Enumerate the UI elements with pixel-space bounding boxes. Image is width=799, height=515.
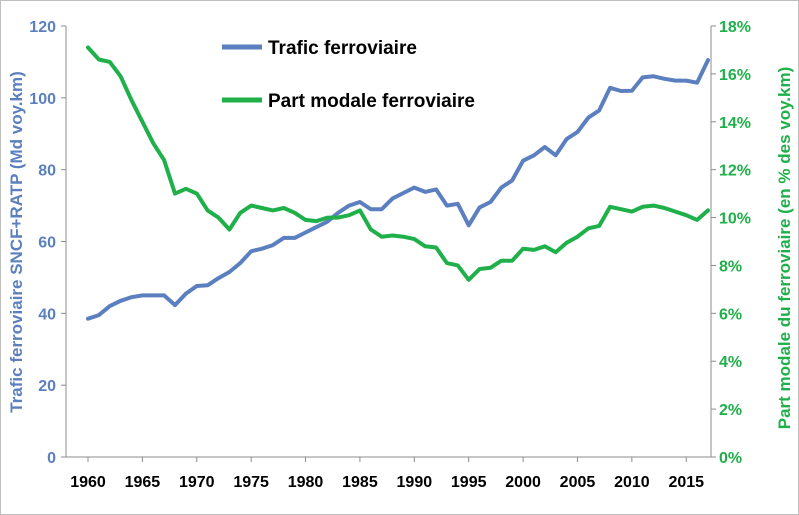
y-right-tick-label: 12% <box>719 163 751 180</box>
x-tick-label: 1960 <box>70 474 106 491</box>
series-lines <box>86 45 710 321</box>
y-axis-right-label: Part modale du ferroviaire (en % des voy… <box>775 67 794 429</box>
y-right-tick-label: 18% <box>719 19 751 36</box>
x-axis-ticks: 1960 1965 1970 1975 1980 1985 1990 1995 2000 2005… <box>70 457 704 491</box>
y-right-tick-label: 14% <box>719 115 751 132</box>
right-axis-ticks: 0% 2% 4% 6% 8% 10% 12% 14% 16% 18% <box>711 19 751 467</box>
y-right-tick-label: 4% <box>719 354 742 371</box>
y-axis-left-label: Trafic ferroviaire SNCF+RATP (Md voy.km) <box>7 71 26 413</box>
x-tick-label: 2010 <box>614 474 650 491</box>
y-right-tick-label: 16% <box>719 67 751 84</box>
y-left-tick-label: 120 <box>29 19 56 36</box>
x-tick-label: 1985 <box>342 474 378 491</box>
x-tick-label: 1990 <box>397 474 433 491</box>
y-left-tick-label: 20 <box>38 378 56 395</box>
x-tick-label: 1965 <box>125 474 161 491</box>
legend-label-part-modale: Part modale ferroviaire <box>268 91 475 112</box>
left-axis-ticks: 0 20 40 60 80 100 120 <box>29 19 66 467</box>
y-left-tick-label: 0 <box>47 450 56 467</box>
x-tick-label: 1980 <box>288 474 324 491</box>
x-tick-label: 2015 <box>668 474 704 491</box>
y-left-tick-label: 80 <box>38 163 56 180</box>
legend-label-trafic: Trafic ferroviaire <box>268 38 417 59</box>
series-line-trafic <box>86 58 710 321</box>
x-tick-label: 2005 <box>560 474 596 491</box>
legend: Trafic ferroviaire Part modale ferroviai… <box>222 38 475 112</box>
y-right-tick-label: 0% <box>719 450 742 467</box>
y-right-tick-label: 2% <box>719 402 742 419</box>
y-right-tick-label: 6% <box>719 306 742 323</box>
y-left-tick-label: 60 <box>38 235 56 252</box>
x-tick-label: 1995 <box>451 474 487 491</box>
x-tick-label: 2000 <box>505 474 541 491</box>
x-tick-label: 1975 <box>233 474 269 491</box>
x-tick-label: 1970 <box>179 474 215 491</box>
series-line-part-modale <box>86 45 710 282</box>
y-left-tick-label: 40 <box>38 306 56 323</box>
y-right-tick-label: 8% <box>719 258 742 275</box>
y-right-tick-label: 10% <box>719 211 751 228</box>
y-left-tick-label: 100 <box>29 91 56 108</box>
